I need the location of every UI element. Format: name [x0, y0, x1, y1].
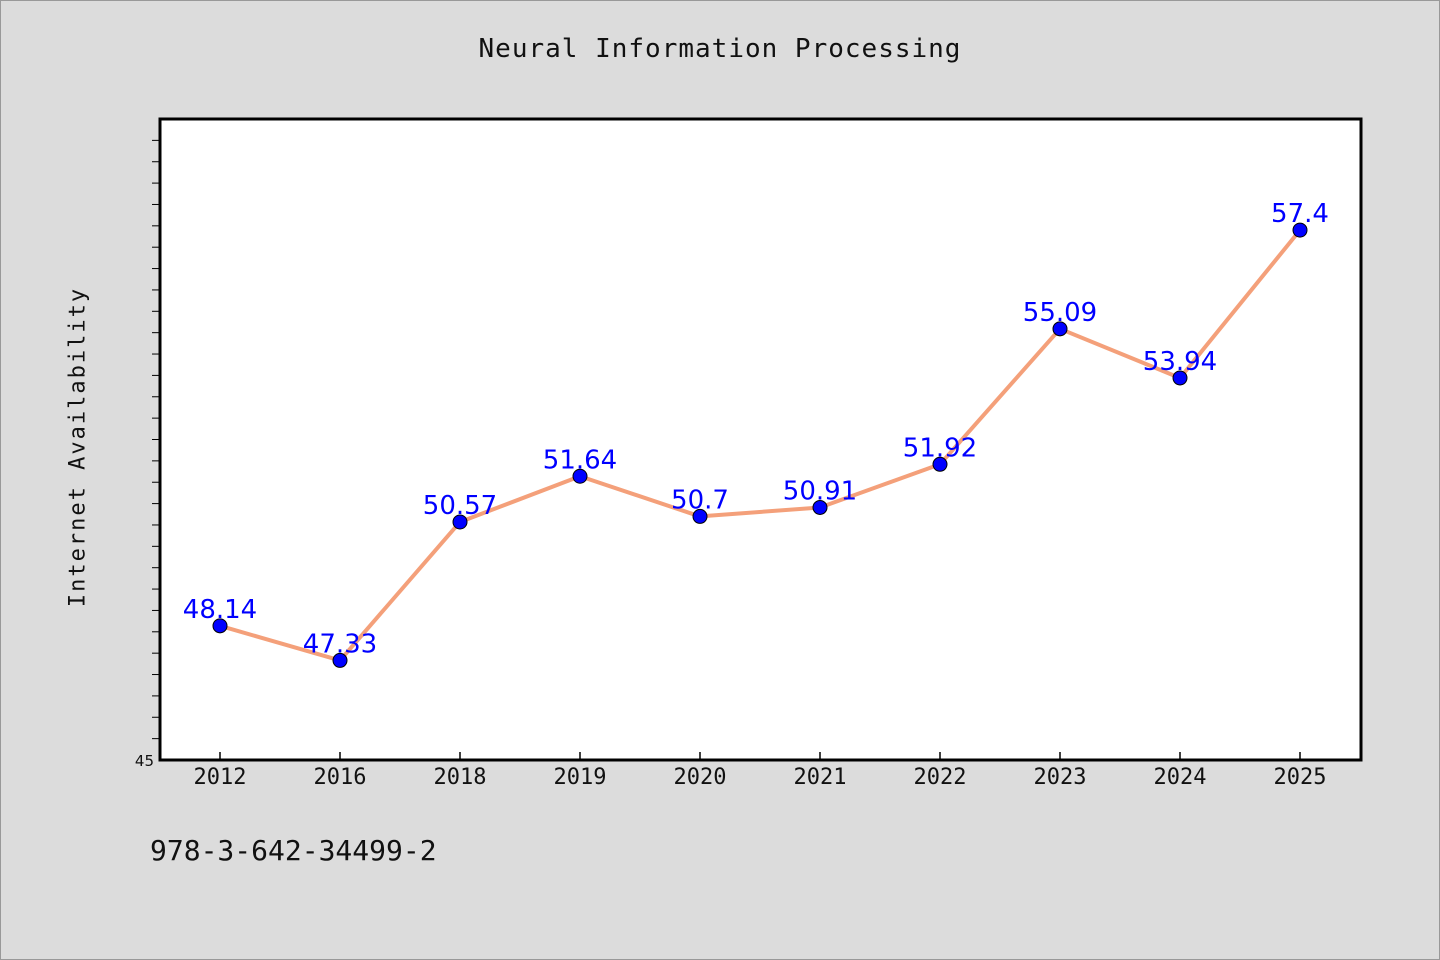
data-label: 50.91: [783, 476, 857, 506]
x-tick-label: 2019: [554, 765, 607, 790]
data-label: 47.33: [303, 629, 377, 659]
data-point: [812, 499, 828, 515]
x-tick-label: 2012: [194, 765, 247, 790]
series-line: [218, 228, 1302, 663]
x-tick-label: 2016: [314, 765, 367, 790]
x-tick-label: 2018: [434, 765, 487, 790]
x-axis-ticks: 2012 2016 2018 2019 2020 2021 2022 2023 2024 2025: [194, 752, 1327, 790]
data-point: [692, 508, 708, 524]
data-point: [1172, 370, 1188, 386]
data-label: 50.57: [423, 491, 497, 521]
y-axis-ticks: 45: [135, 139, 160, 770]
data-label: 55.09: [1023, 298, 1097, 328]
data-point: [1052, 321, 1068, 337]
x-tick-label: 2020: [674, 765, 727, 790]
data-point: [932, 456, 948, 472]
plot-area: [158, 117, 1363, 762]
x-tick-label: 2025: [1274, 765, 1327, 790]
data-point: [212, 618, 228, 634]
data-label: 57.4: [1271, 199, 1329, 229]
data-label: 50.7: [671, 485, 729, 515]
data-label: 48.14: [183, 595, 257, 625]
y-tick-label: 45: [135, 752, 154, 770]
data-point: [1292, 222, 1308, 238]
x-tick-label: 2024: [1154, 765, 1207, 790]
series-layer: 48.14 47.33 50.57 51.64 50.7 50.91 51.92 55.09 5…: [183, 199, 1329, 668]
data-label: 53.94: [1143, 347, 1217, 377]
data-label: 51.92: [903, 433, 977, 463]
x-tick-label: 2022: [914, 765, 967, 790]
data-point: [572, 468, 588, 484]
chart-title: Neural Information Processing: [478, 34, 962, 64]
data-point: [452, 514, 468, 530]
data-label: 51.64: [543, 445, 617, 475]
x-tick-label: 2023: [1034, 765, 1087, 790]
x-tick-label: 2021: [794, 765, 847, 790]
isbn-text: 978-3-642-34499-2: [150, 834, 437, 867]
data-point: [332, 652, 348, 668]
